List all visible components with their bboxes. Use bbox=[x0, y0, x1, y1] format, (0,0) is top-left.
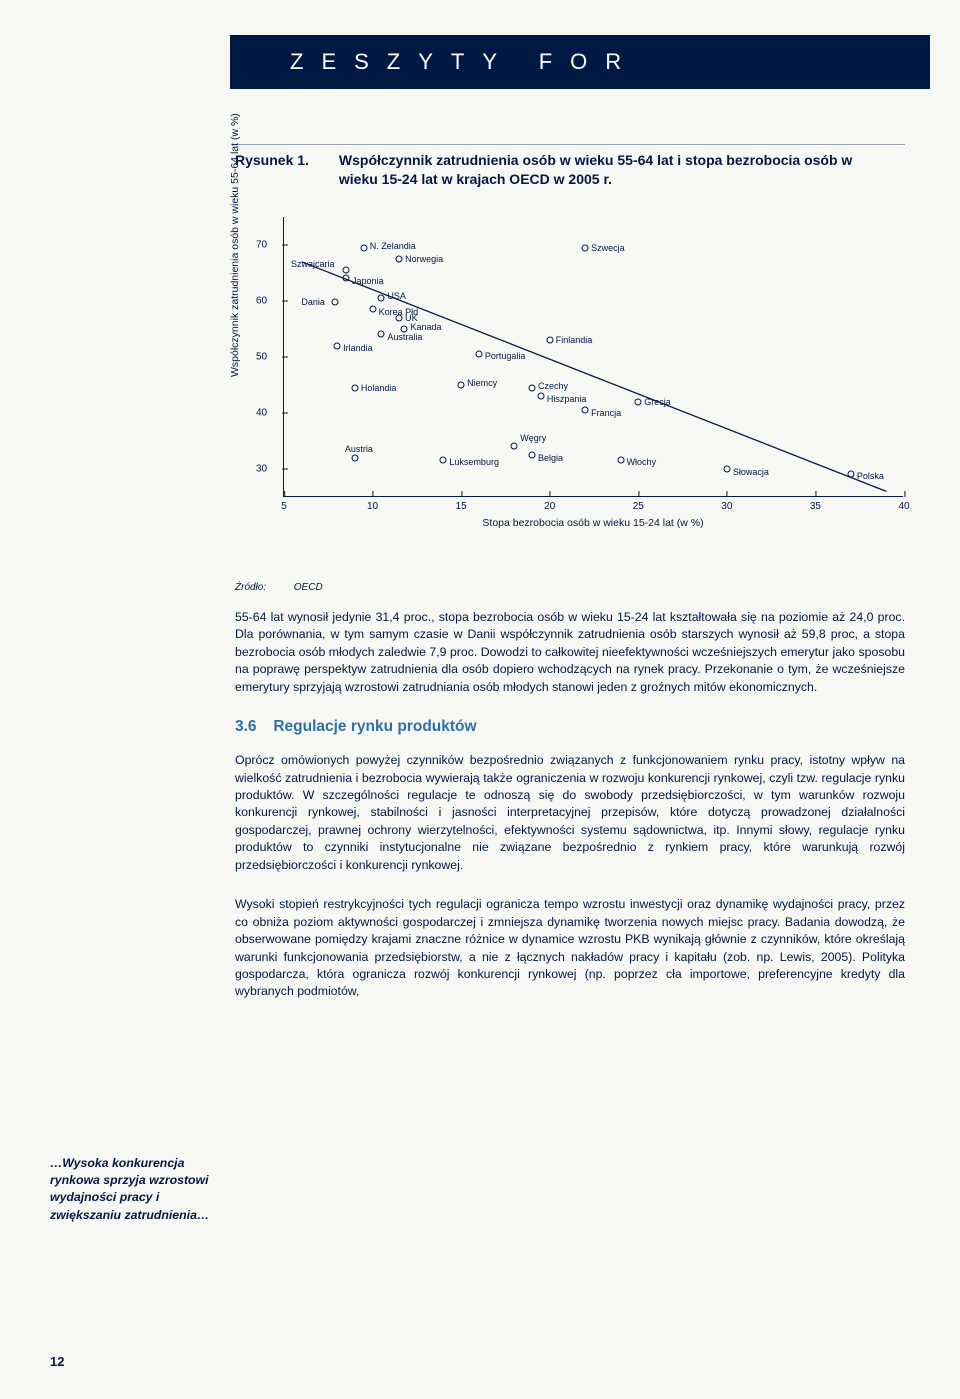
data-label: Słowacja bbox=[733, 467, 769, 477]
source-value: OECD bbox=[294, 582, 323, 593]
data-point bbox=[847, 471, 854, 478]
data-point bbox=[360, 244, 367, 251]
section-heading: 3.6 Regulacje rynku produktów bbox=[235, 718, 905, 736]
content-area: Rysunek 1. Współczynnik zatrudnienia osó… bbox=[235, 144, 905, 1001]
x-tick: 5 bbox=[281, 501, 287, 512]
data-label: Holandia bbox=[361, 383, 397, 393]
x-axis-label: Stopa bezrobocia osób w wieku 15-24 lat … bbox=[482, 517, 703, 529]
data-point bbox=[369, 306, 376, 313]
data-label: Włochy bbox=[627, 457, 657, 467]
data-point bbox=[582, 406, 589, 413]
data-label: N. Zelandia bbox=[370, 241, 416, 251]
data-label: Szwajcaria bbox=[291, 259, 335, 269]
figure-label: Rysunek 1. bbox=[235, 151, 335, 170]
data-point bbox=[396, 314, 403, 321]
data-point bbox=[511, 443, 518, 450]
data-point bbox=[458, 381, 465, 388]
data-label: Kanada bbox=[410, 322, 441, 332]
data-point bbox=[334, 342, 341, 349]
data-label: Belgia bbox=[538, 453, 563, 463]
header-band: ZESZYTY FOR bbox=[230, 35, 930, 89]
plot-area: 3040506070510152025303540N. ZelandiaNorw… bbox=[283, 217, 903, 497]
data-point bbox=[440, 457, 447, 464]
section-title: Regulacje rynku produktów bbox=[273, 718, 476, 735]
scatter-chart: Współczynnik zatrudnienia osób w wieku 5… bbox=[235, 217, 905, 537]
data-point bbox=[537, 392, 544, 399]
data-point bbox=[475, 350, 482, 357]
data-point bbox=[351, 454, 358, 461]
y-tick: 60 bbox=[256, 295, 267, 306]
data-point bbox=[396, 255, 403, 262]
data-point bbox=[351, 384, 358, 391]
data-point bbox=[529, 451, 536, 458]
margin-note: …Wysoka konkurencja rynkowa sprzyja wzro… bbox=[50, 1155, 215, 1224]
x-tick: 10 bbox=[367, 501, 378, 512]
y-tick: 40 bbox=[256, 407, 267, 418]
data-label: Austria bbox=[345, 444, 373, 454]
data-label: USA bbox=[387, 291, 406, 301]
x-tick: 15 bbox=[456, 501, 467, 512]
data-label: Japonia bbox=[352, 276, 384, 286]
y-tick: 50 bbox=[256, 351, 267, 362]
data-label: Australia bbox=[387, 332, 422, 342]
data-point bbox=[582, 244, 589, 251]
data-label: Węgry bbox=[520, 433, 546, 443]
y-tick: 30 bbox=[256, 463, 267, 474]
x-tick: 40 bbox=[898, 501, 909, 512]
x-tick: 20 bbox=[544, 501, 555, 512]
data-point bbox=[332, 298, 339, 305]
data-label: Szwecja bbox=[591, 243, 625, 253]
source-label: Źródło: bbox=[235, 582, 291, 593]
trend-line bbox=[284, 217, 903, 496]
data-point bbox=[343, 266, 350, 273]
data-point bbox=[529, 384, 536, 391]
data-point bbox=[343, 275, 350, 282]
data-point bbox=[723, 465, 730, 472]
paragraph-3: Wysoki stopień restrykcyjności tych regu… bbox=[235, 896, 905, 1001]
figure-source: Źródło: OECD bbox=[235, 582, 905, 593]
x-tick: 25 bbox=[633, 501, 644, 512]
data-point bbox=[401, 325, 408, 332]
data-label: Niemcy bbox=[467, 378, 497, 388]
y-axis-label: Współczynnik zatrudnienia osób w wieku 5… bbox=[229, 113, 241, 377]
data-label: Norwegia bbox=[405, 254, 443, 264]
data-label: Dania bbox=[301, 297, 325, 307]
page-number: 12 bbox=[50, 1354, 64, 1369]
data-point bbox=[546, 336, 553, 343]
data-label: Finlandia bbox=[556, 335, 593, 345]
section-number: 3.6 bbox=[235, 718, 269, 736]
data-point bbox=[617, 457, 624, 464]
data-label: Francja bbox=[591, 408, 621, 418]
data-label: Portugalia bbox=[485, 351, 526, 361]
paragraph-1: 55-64 lat wynosił jedynie 31,4 proc., st… bbox=[235, 609, 905, 696]
data-label: Czechy bbox=[538, 381, 568, 391]
data-label: Luksemburg bbox=[449, 457, 499, 467]
paragraph-2: Oprócz omówionych powyżej czynników bezp… bbox=[235, 752, 905, 874]
data-point bbox=[378, 331, 385, 338]
y-tick: 70 bbox=[256, 239, 267, 250]
figure-caption: Rysunek 1. Współczynnik zatrudnienia osó… bbox=[235, 144, 905, 189]
data-label: Polska bbox=[857, 471, 884, 481]
data-point bbox=[635, 398, 642, 405]
data-point bbox=[378, 294, 385, 301]
data-label: Irlandia bbox=[343, 343, 373, 353]
x-tick: 30 bbox=[721, 501, 732, 512]
data-label: Grecja bbox=[644, 397, 671, 407]
x-tick: 35 bbox=[810, 501, 821, 512]
figure-caption-text: Współczynnik zatrudnienia osób w wieku 5… bbox=[339, 151, 889, 189]
data-label: Hiszpania bbox=[547, 394, 587, 404]
